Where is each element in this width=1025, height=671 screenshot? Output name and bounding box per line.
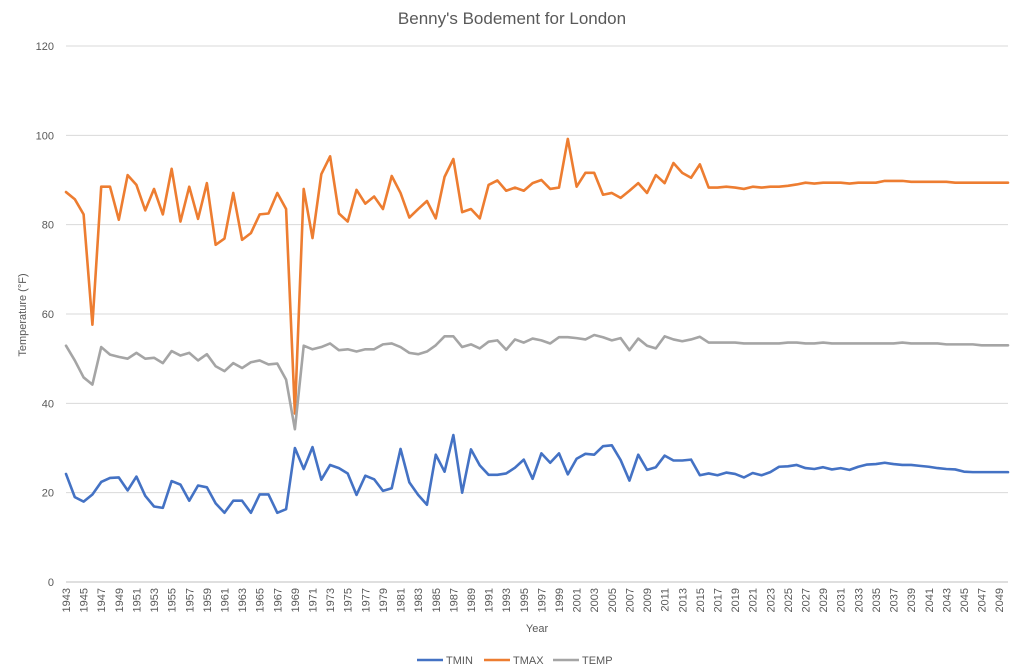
y-tick-label: 120	[36, 41, 54, 53]
x-tick-label: 2031	[836, 588, 848, 612]
y-tick-label: 60	[42, 309, 54, 321]
x-tick-label: 2049	[994, 588, 1006, 612]
y-tick-label: 20	[42, 488, 54, 500]
y-tick-label: 40	[42, 398, 54, 410]
y-axis-title: Temperature (°F)	[17, 273, 29, 356]
x-tick-label: 2047	[977, 588, 989, 612]
x-tick-label: 1973	[325, 588, 337, 612]
gridlines	[66, 45, 1008, 583]
x-tick-label: 2003	[589, 588, 601, 612]
x-tick-label: 1957	[184, 588, 196, 612]
x-tick-label: 2029	[818, 588, 830, 612]
x-axis-ticks: 1943 1945 1947 1949 1951 1953 1955 1957 1959 1961…	[61, 588, 1006, 612]
chart-title: Benny's Bodement for London	[398, 9, 626, 28]
x-tick-label: 1943	[61, 588, 73, 612]
x-tick-label: 1967	[272, 588, 284, 612]
x-tick-label: 2025	[783, 588, 795, 612]
x-tick-label: 1965	[255, 588, 267, 612]
x-tick-label: 1993	[501, 588, 513, 612]
x-tick-label: 2013	[677, 588, 689, 612]
y-tick-label: 100	[36, 130, 54, 142]
x-tick-label: 1991	[484, 588, 496, 612]
x-tick-label: 1953	[149, 588, 161, 612]
legend-label-tmax: TMAX	[513, 655, 544, 667]
x-tick-label: 2037	[889, 588, 901, 612]
x-tick-label: 1959	[202, 588, 214, 612]
x-tick-label: 1955	[167, 588, 179, 612]
x-tick-label: 2023	[765, 588, 777, 612]
x-axis-title: Year	[526, 623, 549, 635]
chart-legend: TMIN TMAX TEMP	[417, 655, 613, 667]
x-tick-label: 2033	[853, 588, 865, 612]
x-tick-label: 2021	[748, 588, 760, 612]
x-tick-label: 2045	[959, 588, 971, 612]
y-axis-ticks: 0 20 40 60 80 100 120	[36, 41, 54, 589]
x-tick-label: 2019	[730, 588, 742, 612]
series-line-tmax	[64, 137, 1010, 415]
x-tick-label: 2035	[871, 588, 883, 612]
y-tick-label: 80	[42, 220, 54, 232]
legend-label-temp: TEMP	[582, 655, 613, 667]
series-line-temp	[64, 333, 1010, 431]
series-lines	[64, 137, 1010, 515]
x-tick-label: 1999	[554, 588, 566, 612]
series-line-tmin	[64, 433, 1010, 515]
x-tick-label: 2043	[941, 588, 953, 612]
x-tick-label: 1987	[448, 588, 460, 612]
x-tick-label: 1961	[219, 588, 231, 612]
x-tick-label: 2041	[924, 588, 936, 612]
x-tick-label: 1951	[131, 588, 143, 612]
x-tick-label: 1971	[308, 588, 320, 612]
x-tick-label: 1995	[519, 588, 531, 612]
x-tick-label: 1945	[79, 588, 91, 612]
x-tick-label: 2017	[712, 588, 724, 612]
y-tick-label: 0	[48, 577, 54, 589]
x-tick-label: 1947	[96, 588, 108, 612]
x-tick-label: 1981	[396, 588, 408, 612]
x-tick-label: 2009	[642, 588, 654, 612]
x-tick-label: 1975	[343, 588, 355, 612]
x-tick-label: 1963	[237, 588, 249, 612]
x-tick-label: 2005	[607, 588, 619, 612]
x-tick-label: 2007	[624, 588, 636, 612]
x-tick-label: 2027	[801, 588, 813, 612]
legend-label-tmin: TMIN	[446, 655, 473, 667]
x-tick-label: 1949	[114, 588, 126, 612]
x-tick-label: 1983	[413, 588, 425, 612]
x-tick-label: 1979	[378, 588, 390, 612]
x-tick-label: 2001	[572, 588, 584, 612]
x-tick-label: 1977	[360, 588, 372, 612]
x-tick-label: 2015	[695, 588, 707, 612]
x-tick-label: 2039	[906, 588, 918, 612]
x-tick-label: 1985	[431, 588, 443, 612]
x-tick-label: 2011	[660, 588, 672, 612]
x-tick-label: 1989	[466, 588, 478, 612]
x-tick-label: 1997	[536, 588, 548, 612]
x-tick-label: 1969	[290, 588, 302, 612]
